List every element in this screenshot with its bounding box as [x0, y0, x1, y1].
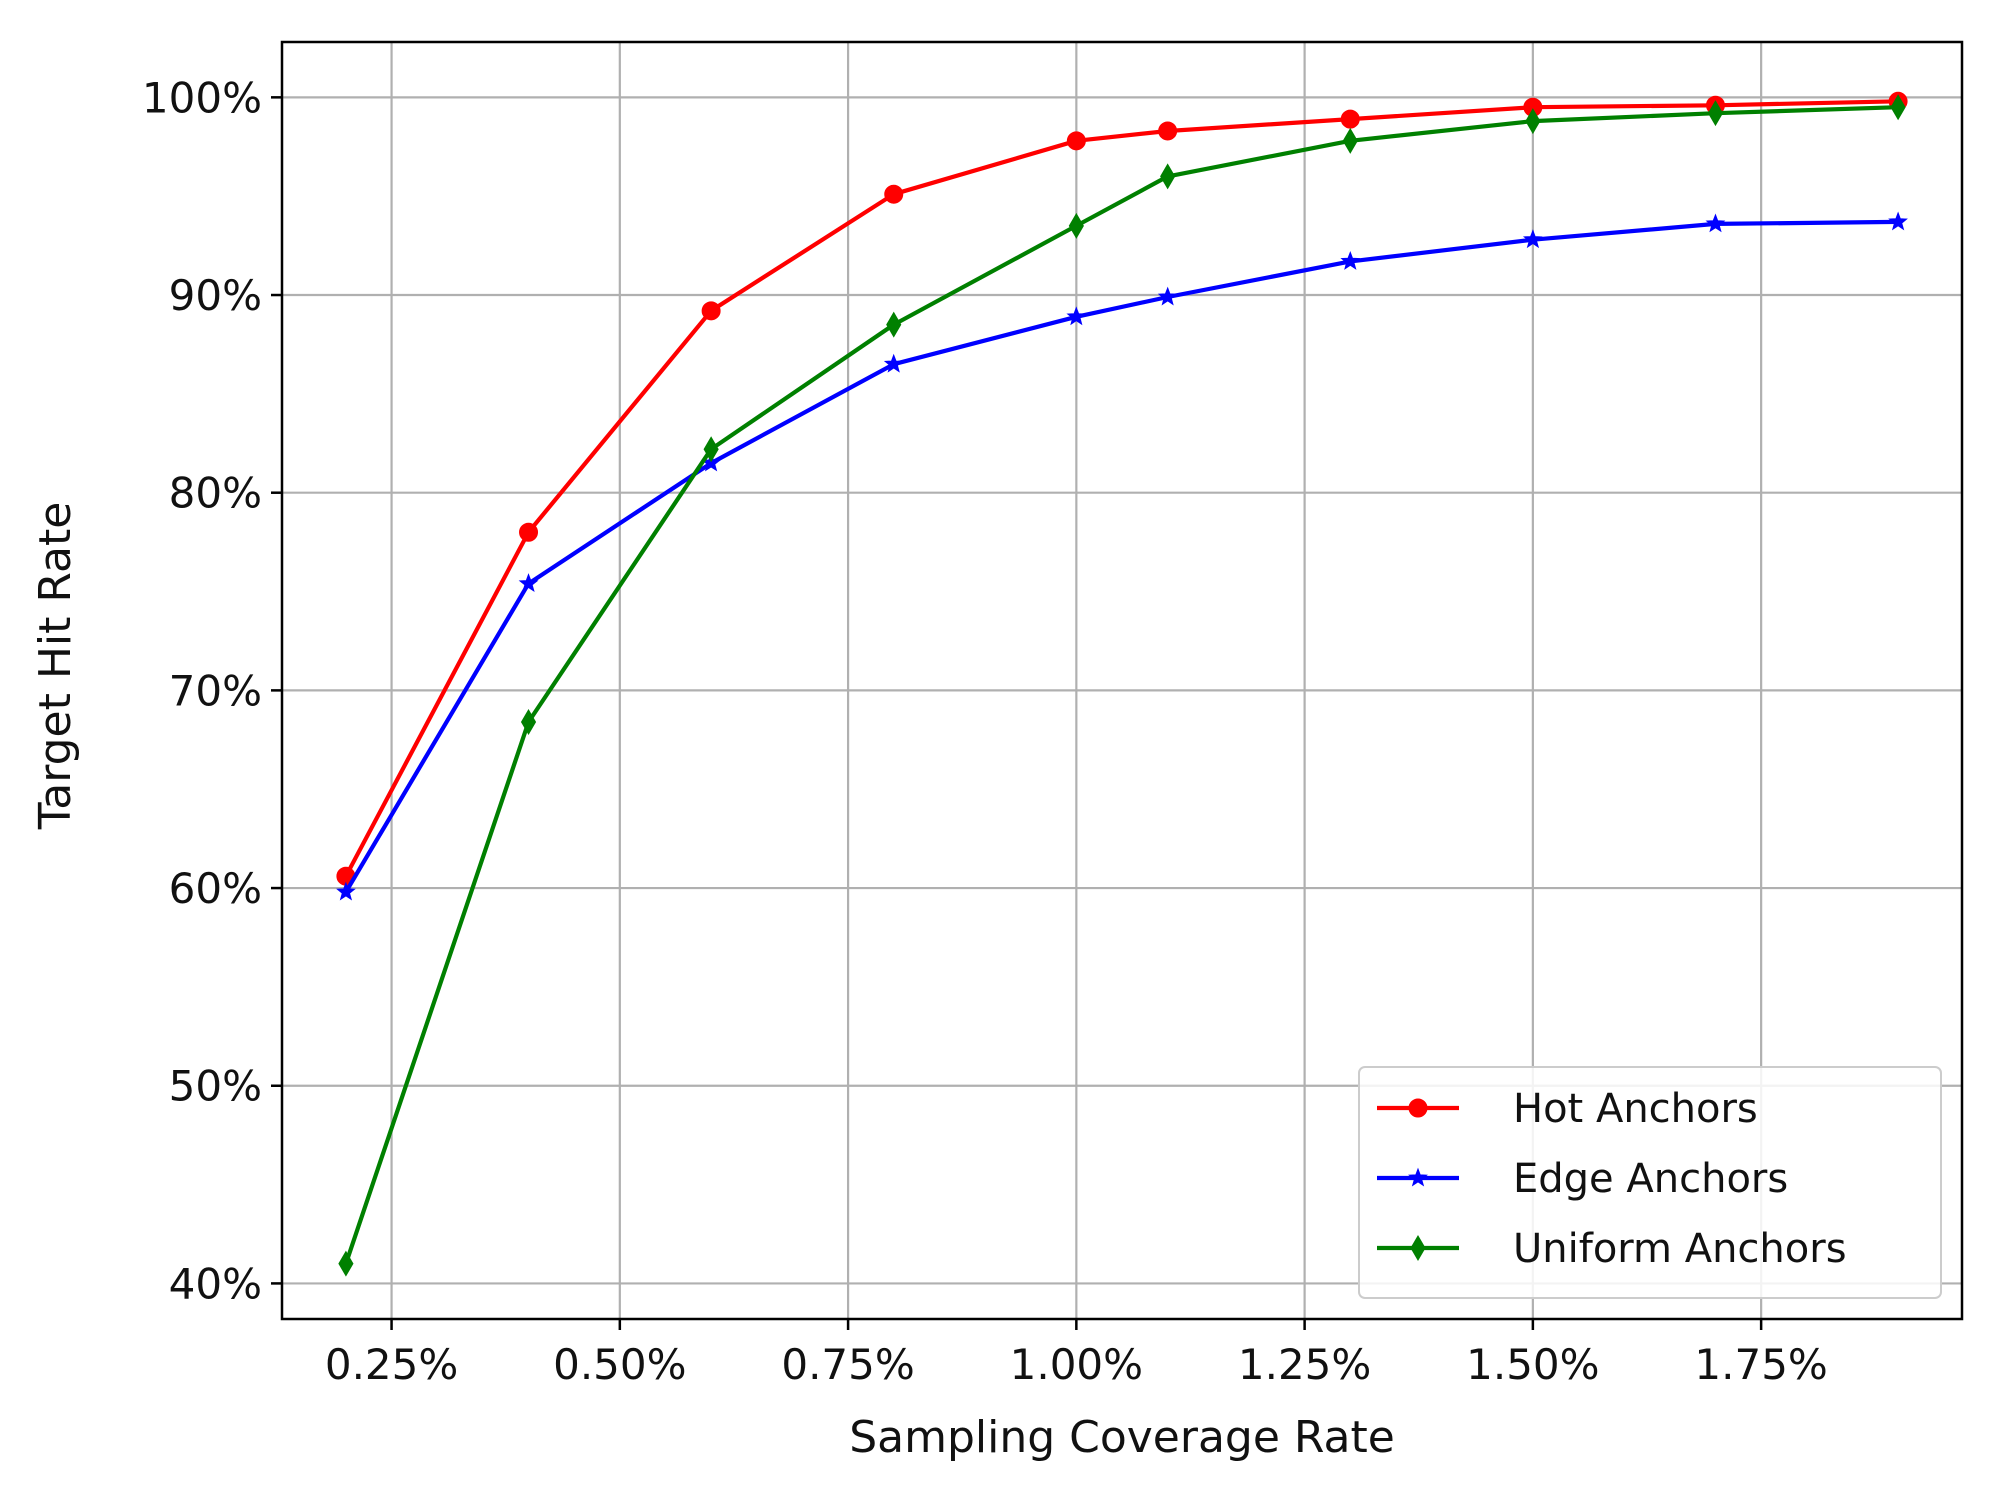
data-point: [1157, 286, 1178, 306]
legend-item: Edge Anchors: [1377, 1156, 1788, 1202]
legend-label: Uniform Anchors: [1513, 1226, 1847, 1272]
data-point: [519, 522, 539, 542]
legend-marker: [1410, 1235, 1426, 1261]
y-tick-label: 90%: [169, 271, 262, 320]
data-point: [338, 1250, 354, 1277]
y-tick-label: 100%: [142, 73, 262, 122]
data-point: [1888, 211, 1908, 231]
y-tick-label: 70%: [169, 666, 262, 715]
legend-marker: [1408, 1167, 1428, 1187]
x-tick-label: 1.75%: [1694, 1340, 1827, 1389]
data-point: [1890, 94, 1906, 121]
data-point: [1068, 212, 1084, 239]
y-tick-label: 50%: [169, 1062, 262, 1111]
x-tick-label: 1.25%: [1238, 1340, 1371, 1389]
legend-label: Edge Anchors: [1513, 1156, 1788, 1202]
legend-label: Hot Anchors: [1513, 1086, 1758, 1132]
data-point: [886, 311, 902, 338]
data-point: [1158, 121, 1178, 141]
y-tick-label: 40%: [169, 1259, 262, 1308]
data-point: [518, 573, 539, 593]
series-edge-anchors: [336, 211, 1908, 901]
plot-frame: [280, 40, 1964, 1321]
data-point: [1705, 213, 1726, 233]
series-line: [343, 105, 1899, 1265]
series-line: [344, 99, 1899, 878]
data-point: [1340, 250, 1361, 270]
x-tick-label: 0.75%: [781, 1340, 914, 1389]
legend-box: [1358, 1066, 1942, 1299]
data-point: [1707, 100, 1724, 127]
y-axis-label: Target Hit Rate: [30, 502, 81, 831]
x-axis-label: Sampling Coverage Rate: [849, 1412, 1395, 1463]
data-point: [336, 881, 356, 901]
legend: Hot Anchors Edge Anchors Uniform Anchors: [1358, 1066, 1942, 1299]
data-point: [884, 184, 904, 204]
ticks: 0.25% 0.50% 0.75% 1.00% 1.25% 1.50% 1.75% 40% 50…: [142, 73, 1828, 1389]
data-point: [703, 436, 719, 463]
legend-item: Uniform Anchors: [1377, 1226, 1847, 1272]
data-point: [520, 709, 537, 736]
data-point: [1340, 109, 1360, 129]
data-point: [1066, 131, 1086, 151]
x-tick-label: 0.50%: [553, 1340, 686, 1389]
x-tick-label: 0.25%: [325, 1340, 458, 1389]
series-uniform-anchors: [338, 94, 1906, 1277]
data-point: [1525, 108, 1541, 135]
data-point: [883, 353, 904, 373]
data-point: [701, 301, 721, 321]
y-tick-label: 80%: [169, 469, 262, 518]
x-tick-label: 1.00%: [1010, 1340, 1143, 1389]
x-tick-label: 1.50%: [1466, 1340, 1599, 1389]
data-point: [1066, 306, 1087, 326]
series-line: [344, 219, 1899, 894]
data-point: [1522, 229, 1543, 249]
data-point: [1342, 127, 1358, 154]
legend-marker: [1408, 1098, 1428, 1118]
series-layer: [336, 91, 1908, 1277]
y-tick-label: 60%: [169, 864, 262, 913]
legend-item: Hot Anchors: [1377, 1086, 1758, 1132]
data-point: [1160, 163, 1176, 190]
grid: [282, 42, 1962, 1319]
